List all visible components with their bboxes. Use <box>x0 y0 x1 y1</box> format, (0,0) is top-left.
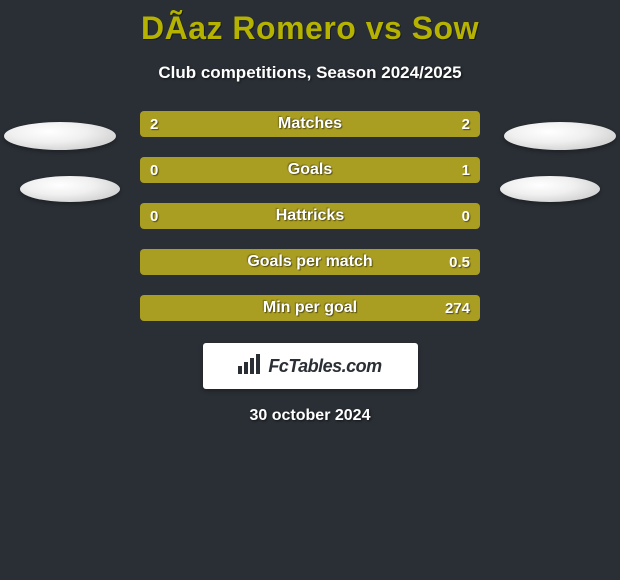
player-left-badge-1 <box>4 122 116 150</box>
fctables-logo[interactable]: FcTables.com <box>203 343 418 389</box>
stat-label: Hattricks <box>140 203 480 229</box>
chart-icon <box>238 354 262 379</box>
page-subtitle: Club competitions, Season 2024/2025 <box>0 63 620 83</box>
stat-row: 274Min per goal <box>140 295 480 321</box>
stat-label: Min per goal <box>140 295 480 321</box>
stat-label: Goals per match <box>140 249 480 275</box>
player-left-badge-2 <box>20 176 120 202</box>
page-title: DÃ­az Romero vs Sow <box>0 0 620 47</box>
logo-text: FcTables.com <box>268 356 381 377</box>
stat-row: 0.5Goals per match <box>140 249 480 275</box>
stat-label: Goals <box>140 157 480 183</box>
player-right-badge-2 <box>500 176 600 202</box>
stat-label: Matches <box>140 111 480 137</box>
player-right-badge-1 <box>504 122 616 150</box>
date-label: 30 october 2024 <box>0 407 620 425</box>
stat-row: 00Hattricks <box>140 203 480 229</box>
stat-row: 22Matches <box>140 111 480 137</box>
stat-row: 01Goals <box>140 157 480 183</box>
